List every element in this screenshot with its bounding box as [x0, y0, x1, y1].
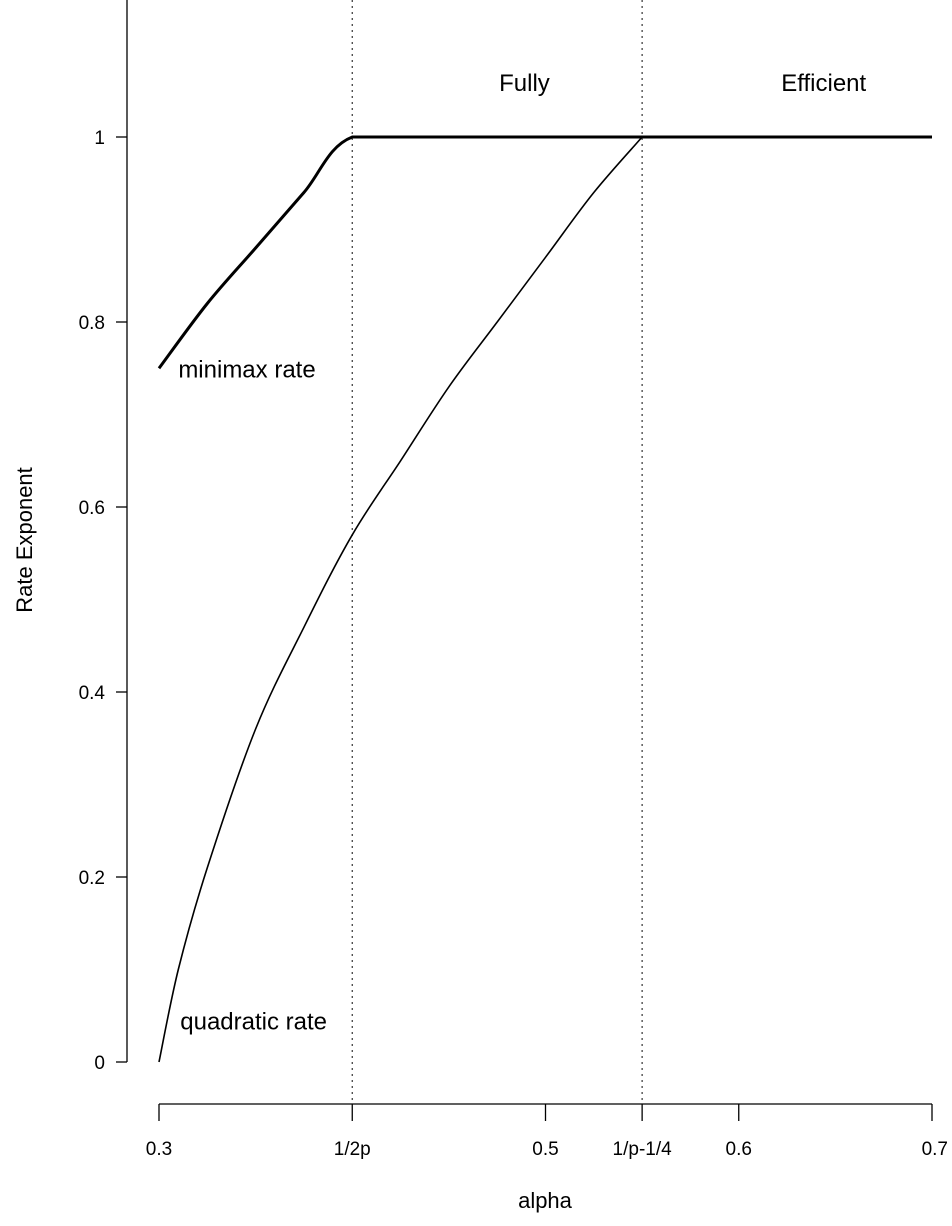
y-tick-label: 0 — [94, 1053, 105, 1074]
x-tick-label: 0.3 — [146, 1139, 172, 1160]
y-tick-label: 0.2 — [79, 868, 105, 889]
x-axis-title: alpha — [518, 1188, 573, 1213]
annotation-label: Efficient — [781, 70, 866, 97]
y-tick-label: 0.6 — [79, 498, 105, 519]
annotation-label: quadratic rate — [180, 1009, 327, 1036]
x-tick-label: 0.6 — [726, 1139, 752, 1160]
annotation-label: Fully — [499, 70, 550, 97]
axes: 0 0.2 0.4 0.6 0.8 1 0.3 1/2p 0.5 1/p-1/4 0.6 0.7 — [79, 0, 948, 1160]
y-tick-label: 1 — [94, 128, 105, 149]
minimax-rate-line — [157, 135, 932, 370]
x-tick-label: 1/p-1/4 — [613, 1139, 673, 1160]
x-tick-label: 0.7 — [922, 1139, 948, 1160]
annotations: minimax rate quadratic rate Fully Efficient — [178, 70, 866, 1036]
y-axis-title: Rate Exponent — [12, 467, 37, 613]
y-tick-label: 0.4 — [79, 683, 106, 704]
quadratic-rate-line — [158, 136, 643, 1063]
y-tick-label: 0.8 — [79, 313, 105, 334]
reference-lines — [351, 0, 643, 1104]
axis-titles: alpha Rate Exponent — [12, 467, 573, 1213]
series-lines — [157, 135, 932, 1063]
x-tick-label: 1/2p — [334, 1139, 371, 1160]
annotation-label: minimax rate — [178, 357, 315, 384]
x-tick-label: 0.5 — [532, 1139, 558, 1160]
